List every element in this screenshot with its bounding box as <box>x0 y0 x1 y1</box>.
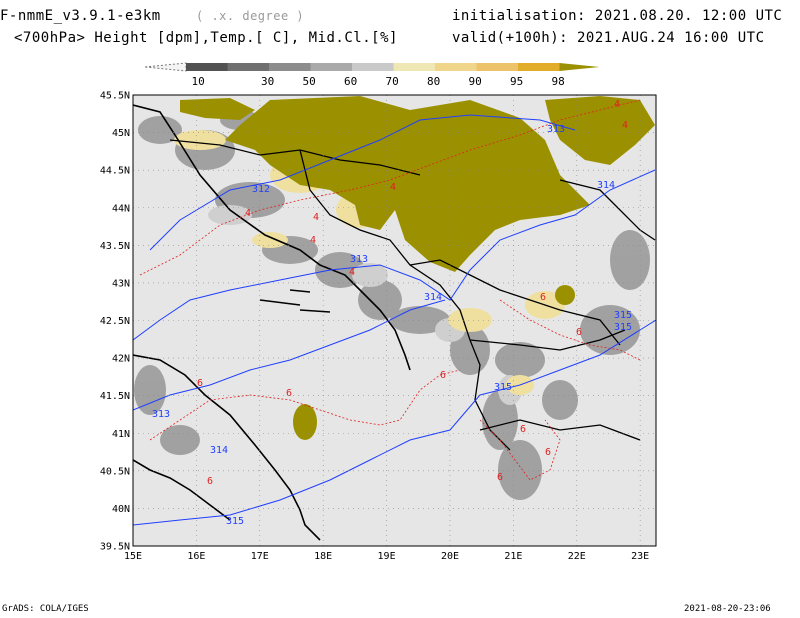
longitude-label: 17E <box>251 551 269 562</box>
latitude-label: 41.5N <box>100 391 130 402</box>
footer-timestamp: 2021-08-20-23:06 <box>684 604 771 614</box>
longitude-label: 19E <box>378 551 396 562</box>
temp-label: 6 <box>197 378 203 389</box>
cloud-light-patches <box>208 205 522 405</box>
coastlines <box>133 104 411 541</box>
height-label: 313 <box>547 124 565 135</box>
initialisation-time: initialisation: 2021.08.20. 12:00 UTC <box>452 8 783 24</box>
latitude-label: 45N <box>112 128 130 139</box>
height-label: 315 <box>614 322 632 333</box>
colorbar-cell <box>227 63 269 71</box>
temp-label: 4 <box>622 120 628 131</box>
colorbar-label: 70 <box>386 75 399 88</box>
cloud-olive-ne <box>545 96 655 165</box>
longitude-label: 21E <box>504 551 522 562</box>
temperature-contour-labels: 4 4 4 4 4 4 4 6 6 6 6 6 6 6 6 6 <box>197 99 628 487</box>
latitude-label: 39.5N <box>100 542 130 553</box>
longitude-label: 23E <box>631 551 649 562</box>
colorbar-label: 80 <box>427 75 440 88</box>
colorbar-cell <box>476 63 518 71</box>
height-label: 313 <box>152 409 170 420</box>
latitude-label: 42N <box>112 354 130 365</box>
temp-label: 6 <box>286 388 292 399</box>
temp-label: 6 <box>207 476 213 487</box>
latitude-label: 43.5N <box>100 241 130 252</box>
height-label: 314 <box>210 445 228 456</box>
colorbar: 10 30 50 60 70 80 90 95 98 <box>144 62 600 88</box>
colorbar-cell <box>352 63 394 71</box>
colorbar-cell <box>269 63 311 71</box>
colorbar-cell <box>393 63 435 71</box>
cloud-olive-island <box>293 404 317 440</box>
latitude-label: 43N <box>112 278 130 289</box>
parameters-label: <700hPa> Height [dpm],Temp.[ C], Mid.Cl.… <box>14 30 398 46</box>
height-label: 314 <box>597 180 615 191</box>
temp-label: 4 <box>614 99 620 110</box>
colorbar-cell <box>435 63 477 71</box>
longitude-label: 18E <box>314 551 332 562</box>
colorbar-label: 50 <box>303 75 316 88</box>
colorbar-label: 95 <box>510 75 523 88</box>
cloud-olive-east <box>555 285 575 305</box>
colorbar-cell <box>518 63 560 71</box>
gridlines <box>133 95 656 546</box>
longitude-label: 15E <box>124 551 142 562</box>
height-contours <box>133 114 656 526</box>
latitude-label: 40.5N <box>100 466 130 477</box>
longitude-label: 16E <box>187 551 205 562</box>
temp-label: 6 <box>545 447 551 458</box>
valid-time: valid(+100h): 2021.AUG.24 16:00 UTC <box>452 30 765 46</box>
country-borders <box>169 139 656 451</box>
latitude-labels: 45.5N 45N 44.5N 44N 43.5N 43N 42.5N 42N 41.5N 41N… <box>100 91 130 553</box>
temp-label: 6 <box>540 292 546 303</box>
height-label: 313 <box>350 254 368 265</box>
footer-software: GrADS: COLA/IGES <box>2 604 89 614</box>
colorbar-cell <box>310 63 352 71</box>
colorbar-cell <box>186 63 228 71</box>
latitude-label: 44N <box>112 203 130 214</box>
temp-label: 4 <box>310 235 316 246</box>
temp-label: 6 <box>576 327 582 338</box>
temp-label: 4 <box>245 208 251 219</box>
temperature-contours <box>139 99 641 481</box>
cloud-olive-main <box>225 96 590 272</box>
map-frame <box>132 94 657 547</box>
latitude-label: 42.5N <box>100 316 130 327</box>
longitude-label: 20E <box>441 551 459 562</box>
colorbar-label: 60 <box>344 75 357 88</box>
temp-label: 4 <box>390 182 396 193</box>
height-contour-labels: 312 313 314 313 314 315 315 315 313 314 … <box>152 124 632 527</box>
latitude-label: 44.5N <box>100 166 130 177</box>
model-title: F-nmmE_v3.9.1-e3km <box>0 8 161 24</box>
model-resolution: ( .x. degree ) <box>196 9 305 23</box>
longitude-labels: 15E 16E 17E 18E 19E 20E 21E 22E 23E <box>124 551 649 562</box>
latitude-label: 40N <box>112 504 130 515</box>
height-label: 315 <box>614 310 632 321</box>
temp-label: 4 <box>313 212 319 223</box>
temp-label: 6 <box>520 424 526 435</box>
colorbar-right-arrow <box>559 63 600 71</box>
colorbar-label: 30 <box>261 75 274 88</box>
height-label: 312 <box>252 184 270 195</box>
temp-label: 4 <box>349 267 355 278</box>
cloud-olive-sw <box>180 98 255 120</box>
height-label: 315 <box>226 516 244 527</box>
colorbar-label: 10 <box>192 75 205 88</box>
colorbar-label: 98 <box>552 75 565 88</box>
temp-label: 6 <box>497 472 503 483</box>
latitude-label: 45.5N <box>100 91 130 102</box>
height-label: 315 <box>494 382 512 393</box>
longitude-label: 22E <box>568 551 586 562</box>
colorbar-label: 90 <box>469 75 482 88</box>
latitude-label: 41N <box>112 429 130 440</box>
temp-label: 6 <box>440 370 446 381</box>
height-label: 314 <box>424 292 442 303</box>
